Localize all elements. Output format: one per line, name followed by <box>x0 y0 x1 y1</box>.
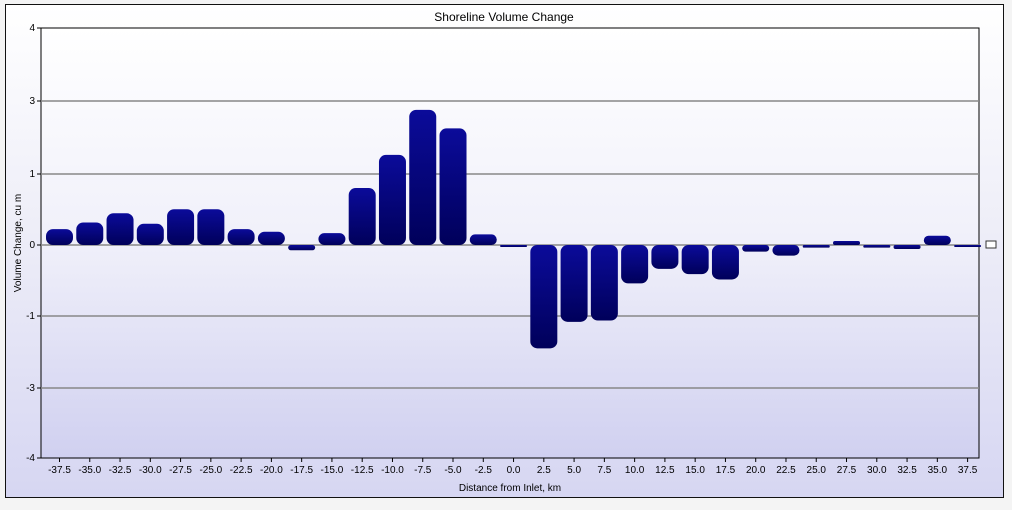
bar[interactable] <box>742 245 770 252</box>
x-tick-label: 0.0 <box>507 465 521 476</box>
chart-frame: 4 3 1 0 -1 -3 -4 -37.5 -35.0 -32.5 -30.0 -27.5 -25.… <box>5 4 1004 498</box>
x-tick-label: 37.5 <box>958 465 978 476</box>
x-tick-label: -22.5 <box>230 465 253 476</box>
x-tick-label: 2.5 <box>537 465 551 476</box>
bar[interactable] <box>197 209 225 245</box>
x-tick-label: 5.0 <box>567 465 581 476</box>
bar[interactable] <box>681 245 709 275</box>
x-tick-label: 22.5 <box>776 465 796 476</box>
grid-lines <box>41 100 979 389</box>
x-tick-label: 10.0 <box>625 465 645 476</box>
bar[interactable] <box>560 245 588 322</box>
bar[interactable] <box>167 209 195 245</box>
x-tick-label: -2.5 <box>475 465 493 476</box>
x-tick-label: 35.0 <box>928 465 948 476</box>
x-tick-label: -5.0 <box>444 465 462 476</box>
x-tick-label: -37.5 <box>48 465 71 476</box>
bar[interactable] <box>802 245 830 248</box>
x-tick-label: 12.5 <box>655 465 675 476</box>
y-tick-label: -1 <box>26 311 35 322</box>
x-tick-label: -12.5 <box>351 465 374 476</box>
y-tick-label: -4 <box>26 453 35 464</box>
x-tick-label: 30.0 <box>867 465 887 476</box>
bar[interactable] <box>621 245 649 284</box>
bar[interactable] <box>863 245 891 248</box>
x-tick-label: -10.0 <box>381 465 404 476</box>
bar[interactable] <box>923 235 951 245</box>
bar[interactable] <box>106 213 134 245</box>
x-tick-label: -30.0 <box>139 465 162 476</box>
y-ticks: 4 3 1 0 -1 -3 -4 <box>26 23 41 464</box>
bar[interactable] <box>954 245 982 247</box>
y-tick-label: 3 <box>29 96 35 107</box>
bar[interactable] <box>46 229 73 245</box>
bar[interactable] <box>530 245 558 349</box>
x-tick-label: 27.5 <box>837 465 857 476</box>
x-tick-label: 32.5 <box>897 465 917 476</box>
bar[interactable] <box>500 245 528 247</box>
bar[interactable] <box>651 245 679 269</box>
bar[interactable] <box>288 245 316 251</box>
bar[interactable] <box>439 128 467 245</box>
x-tick-label: 17.5 <box>716 465 736 476</box>
y-tick-label: -3 <box>26 383 35 394</box>
bar[interactable] <box>772 245 800 256</box>
bar[interactable] <box>409 109 437 245</box>
bar[interactable] <box>590 245 618 321</box>
y-tick-label: 0 <box>29 240 35 251</box>
bar[interactable] <box>711 245 739 280</box>
bar[interactable] <box>76 222 104 245</box>
bar[interactable] <box>136 223 164 245</box>
x-axis-label: Distance from Inlet, km <box>459 483 561 494</box>
x-tick-label: -15.0 <box>321 465 344 476</box>
x-tick-label: 15.0 <box>685 465 705 476</box>
bar[interactable] <box>893 245 921 249</box>
bars <box>46 109 982 349</box>
x-tick-label: -7.5 <box>414 465 432 476</box>
x-tick-label: -32.5 <box>109 465 132 476</box>
bar[interactable] <box>227 229 255 245</box>
y-tick-label: 1 <box>29 169 35 180</box>
legend-box[interactable] <box>985 240 997 249</box>
bar[interactable] <box>833 241 861 245</box>
x-tick-label: -35.0 <box>78 465 101 476</box>
plot-area <box>40 27 980 459</box>
x-tick-label: 7.5 <box>597 465 611 476</box>
chart-title: Shoreline Volume Change <box>434 10 574 24</box>
x-tick-label: 20.0 <box>746 465 766 476</box>
bar[interactable] <box>257 231 285 245</box>
y-tick-label: 4 <box>29 23 35 34</box>
bar[interactable] <box>318 233 346 245</box>
bar[interactable] <box>469 234 497 245</box>
x-ticks: -37.5 -35.0 -32.5 -30.0 -27.5 -25.0 -22.5 -20.0… <box>48 458 978 476</box>
bar[interactable] <box>378 154 406 245</box>
x-tick-label: 25.0 <box>807 465 827 476</box>
x-tick-label: -27.5 <box>169 465 192 476</box>
bar[interactable] <box>348 188 376 245</box>
x-tick-label: -25.0 <box>199 465 222 476</box>
y-axis-label: Volume Change, cu m <box>13 194 24 292</box>
chart-svg: 4 3 1 0 -1 -3 -4 -37.5 -35.0 -32.5 -30.0 -27.5 -25.… <box>13 10 997 494</box>
x-tick-label: -20.0 <box>260 465 283 476</box>
x-tick-label: -17.5 <box>290 465 313 476</box>
